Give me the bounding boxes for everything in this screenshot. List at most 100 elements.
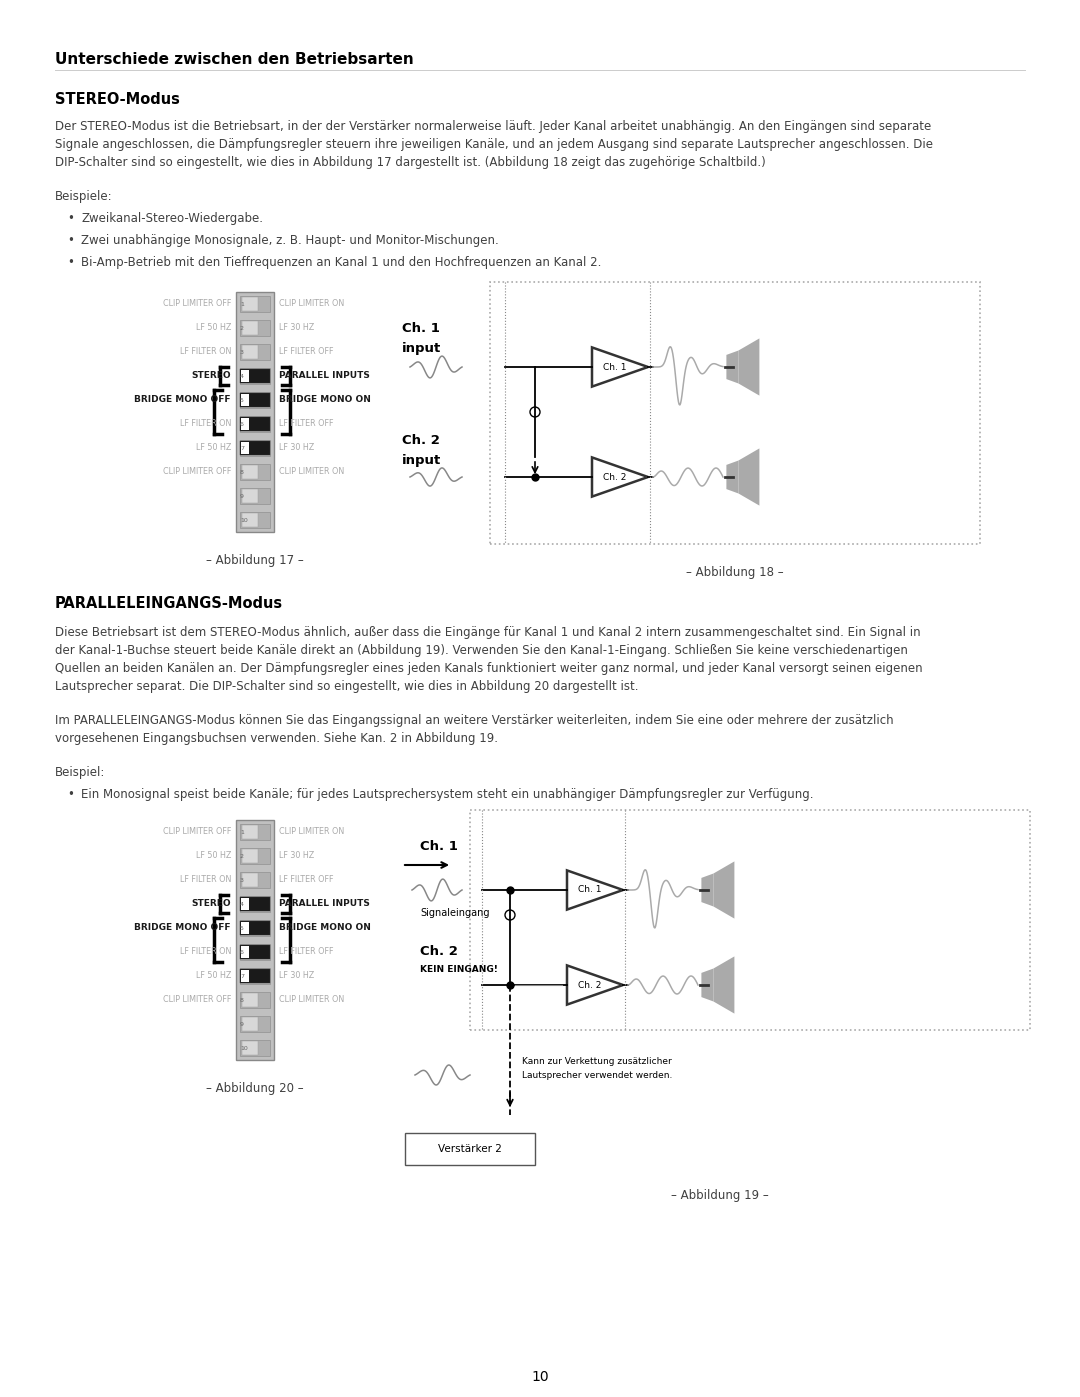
Bar	[241, 370, 249, 381]
Polygon shape	[714, 862, 734, 919]
Text: LF FILTER OFF: LF FILTER OFF	[279, 947, 334, 957]
Text: 10: 10	[240, 517, 247, 522]
Bar	[237, 292, 274, 532]
Bar	[242, 826, 258, 838]
Bar	[242, 345, 258, 359]
Text: 1: 1	[240, 830, 244, 834]
Bar	[240, 946, 270, 958]
Text: LF FILTER ON: LF FILTER ON	[179, 348, 231, 356]
Bar	[240, 897, 270, 911]
Text: der Kanal-1-Buchse steuert beide Kanäle direkt an (Abbildung 19). Verwenden Sie : der Kanal-1-Buchse steuert beide Kanäle …	[55, 644, 908, 657]
Text: 7: 7	[240, 974, 244, 978]
Bar	[242, 298, 258, 310]
Text: Ch. 2: Ch. 2	[420, 944, 458, 958]
Bar	[240, 344, 270, 360]
Text: LF FILTER OFF: LF FILTER OFF	[279, 876, 334, 884]
Polygon shape	[701, 873, 714, 907]
Text: Lautsprecher verwendet werden.: Lautsprecher verwendet werden.	[522, 1071, 673, 1080]
Bar	[242, 489, 258, 503]
Bar	[242, 993, 258, 1007]
Bar	[242, 321, 258, 335]
Text: – Abbildung 18 –: – Abbildung 18 –	[686, 566, 784, 578]
Bar	[242, 1017, 258, 1031]
Text: Im PARALLELEINGANGS-Modus können Sie das Eingangssignal an weitere Verstärker we: Im PARALLELEINGANGS-Modus können Sie das…	[55, 714, 893, 726]
Bar	[240, 872, 270, 888]
Text: CLIP LIMITER OFF: CLIP LIMITER OFF	[163, 299, 231, 309]
Bar	[241, 946, 249, 958]
Bar	[241, 898, 249, 909]
Text: CLIP LIMITER OFF: CLIP LIMITER OFF	[163, 996, 231, 1004]
Bar	[240, 394, 270, 407]
Text: Ch. 1: Ch. 1	[604, 362, 626, 372]
Text: vorgesehenen Eingangsbuchsen verwenden. Siehe Kan. 2 in Abbildung 19.: vorgesehenen Eingangsbuchsen verwenden. …	[55, 732, 498, 745]
Text: CLIP LIMITER ON: CLIP LIMITER ON	[279, 996, 345, 1004]
Text: Quellen an beiden Kanälen an. Der Dämpfungsregler eines jeden Kanals funktionier: Quellen an beiden Kanälen an. Der Dämpfu…	[55, 662, 922, 675]
Bar	[241, 443, 249, 454]
Text: 5: 5	[240, 398, 244, 402]
Polygon shape	[714, 957, 734, 1014]
Text: •: •	[67, 235, 73, 247]
Text: Beispiel:: Beispiel:	[55, 766, 106, 780]
Text: 9: 9	[240, 493, 244, 499]
Polygon shape	[727, 351, 739, 384]
Text: KEIN EINGANG!: KEIN EINGANG!	[420, 965, 498, 974]
Bar	[240, 921, 270, 935]
Text: Der STEREO-Modus ist die Betriebsart, in der der Verstärker normalerweise läuft.: Der STEREO-Modus ist die Betriebsart, in…	[55, 120, 931, 133]
Bar	[240, 1039, 270, 1056]
Text: LF 30 HZ: LF 30 HZ	[279, 324, 314, 332]
Text: CLIP LIMITER ON: CLIP LIMITER ON	[279, 468, 345, 476]
Text: LF FILTER OFF: LF FILTER OFF	[279, 419, 334, 429]
Bar	[241, 922, 249, 933]
Text: Lautsprecher separat. Die DIP-Schalter sind so eingestellt, wie dies in Abbildun: Lautsprecher separat. Die DIP-Schalter s…	[55, 680, 638, 693]
Text: Ch. 2: Ch. 2	[604, 472, 626, 482]
Bar	[240, 968, 270, 983]
Bar	[240, 369, 270, 383]
Text: Verstärker 2: Verstärker 2	[438, 1144, 502, 1154]
Text: 4: 4	[240, 373, 244, 379]
Text: BRIDGE MONO OFF: BRIDGE MONO OFF	[135, 395, 231, 405]
Bar	[240, 440, 270, 457]
Text: 8: 8	[240, 997, 244, 1003]
Polygon shape	[727, 461, 739, 493]
Bar	[240, 824, 270, 840]
Text: – Abbildung 17 –: – Abbildung 17 –	[206, 555, 303, 567]
Text: CLIP LIMITER ON: CLIP LIMITER ON	[279, 299, 345, 309]
Bar	[240, 848, 270, 865]
Polygon shape	[739, 448, 759, 506]
Text: 6: 6	[240, 950, 244, 954]
Polygon shape	[592, 348, 648, 387]
Text: 4: 4	[240, 901, 244, 907]
Text: LF 30 HZ: LF 30 HZ	[279, 971, 314, 981]
Text: input: input	[402, 342, 442, 355]
Text: 7: 7	[240, 446, 244, 450]
Text: DIP-Schalter sind so eingestellt, wie dies in Abbildung 17 dargestellt ist. (Abb: DIP-Schalter sind so eingestellt, wie di…	[55, 156, 766, 169]
Bar	[241, 394, 249, 405]
Text: Ein Monosignal speist beide Kanäle; für jedes Lautsprechersystem steht ein unabh: Ein Monosignal speist beide Kanäle; für …	[81, 788, 813, 800]
Text: LF FILTER ON: LF FILTER ON	[179, 876, 231, 884]
Text: 9: 9	[240, 1021, 244, 1027]
Text: LF 50 HZ: LF 50 HZ	[195, 443, 231, 453]
Text: LF FILTER ON: LF FILTER ON	[179, 419, 231, 429]
Text: BRIDGE MONO OFF: BRIDGE MONO OFF	[135, 923, 231, 933]
Text: PARALLELEINGANGS-Modus: PARALLELEINGANGS-Modus	[55, 597, 283, 610]
Text: – Abbildung 20 –: – Abbildung 20 –	[206, 1083, 303, 1095]
Text: CLIP LIMITER ON: CLIP LIMITER ON	[279, 827, 345, 837]
Polygon shape	[567, 870, 623, 909]
Bar	[242, 873, 258, 887]
Polygon shape	[701, 968, 714, 1002]
Text: Ch. 2: Ch. 2	[402, 434, 440, 447]
Bar	[240, 391, 270, 408]
Text: Zwei unabhängige Monosignale, z. B. Haupt- und Monitor-Mischungen.: Zwei unabhängige Monosignale, z. B. Haup…	[81, 235, 499, 247]
Text: •: •	[67, 788, 73, 800]
Bar	[405, 1133, 535, 1165]
Text: LF FILTER ON: LF FILTER ON	[179, 947, 231, 957]
Text: PARALLEL INPUTS: PARALLEL INPUTS	[279, 900, 369, 908]
Text: •: •	[67, 212, 73, 225]
Text: Ch. 1: Ch. 1	[420, 840, 458, 854]
Text: 3: 3	[240, 349, 244, 355]
Bar	[240, 992, 270, 1009]
Bar	[240, 296, 270, 312]
Bar	[242, 1041, 258, 1055]
Text: LF 50 HZ: LF 50 HZ	[195, 324, 231, 332]
Polygon shape	[592, 457, 648, 496]
